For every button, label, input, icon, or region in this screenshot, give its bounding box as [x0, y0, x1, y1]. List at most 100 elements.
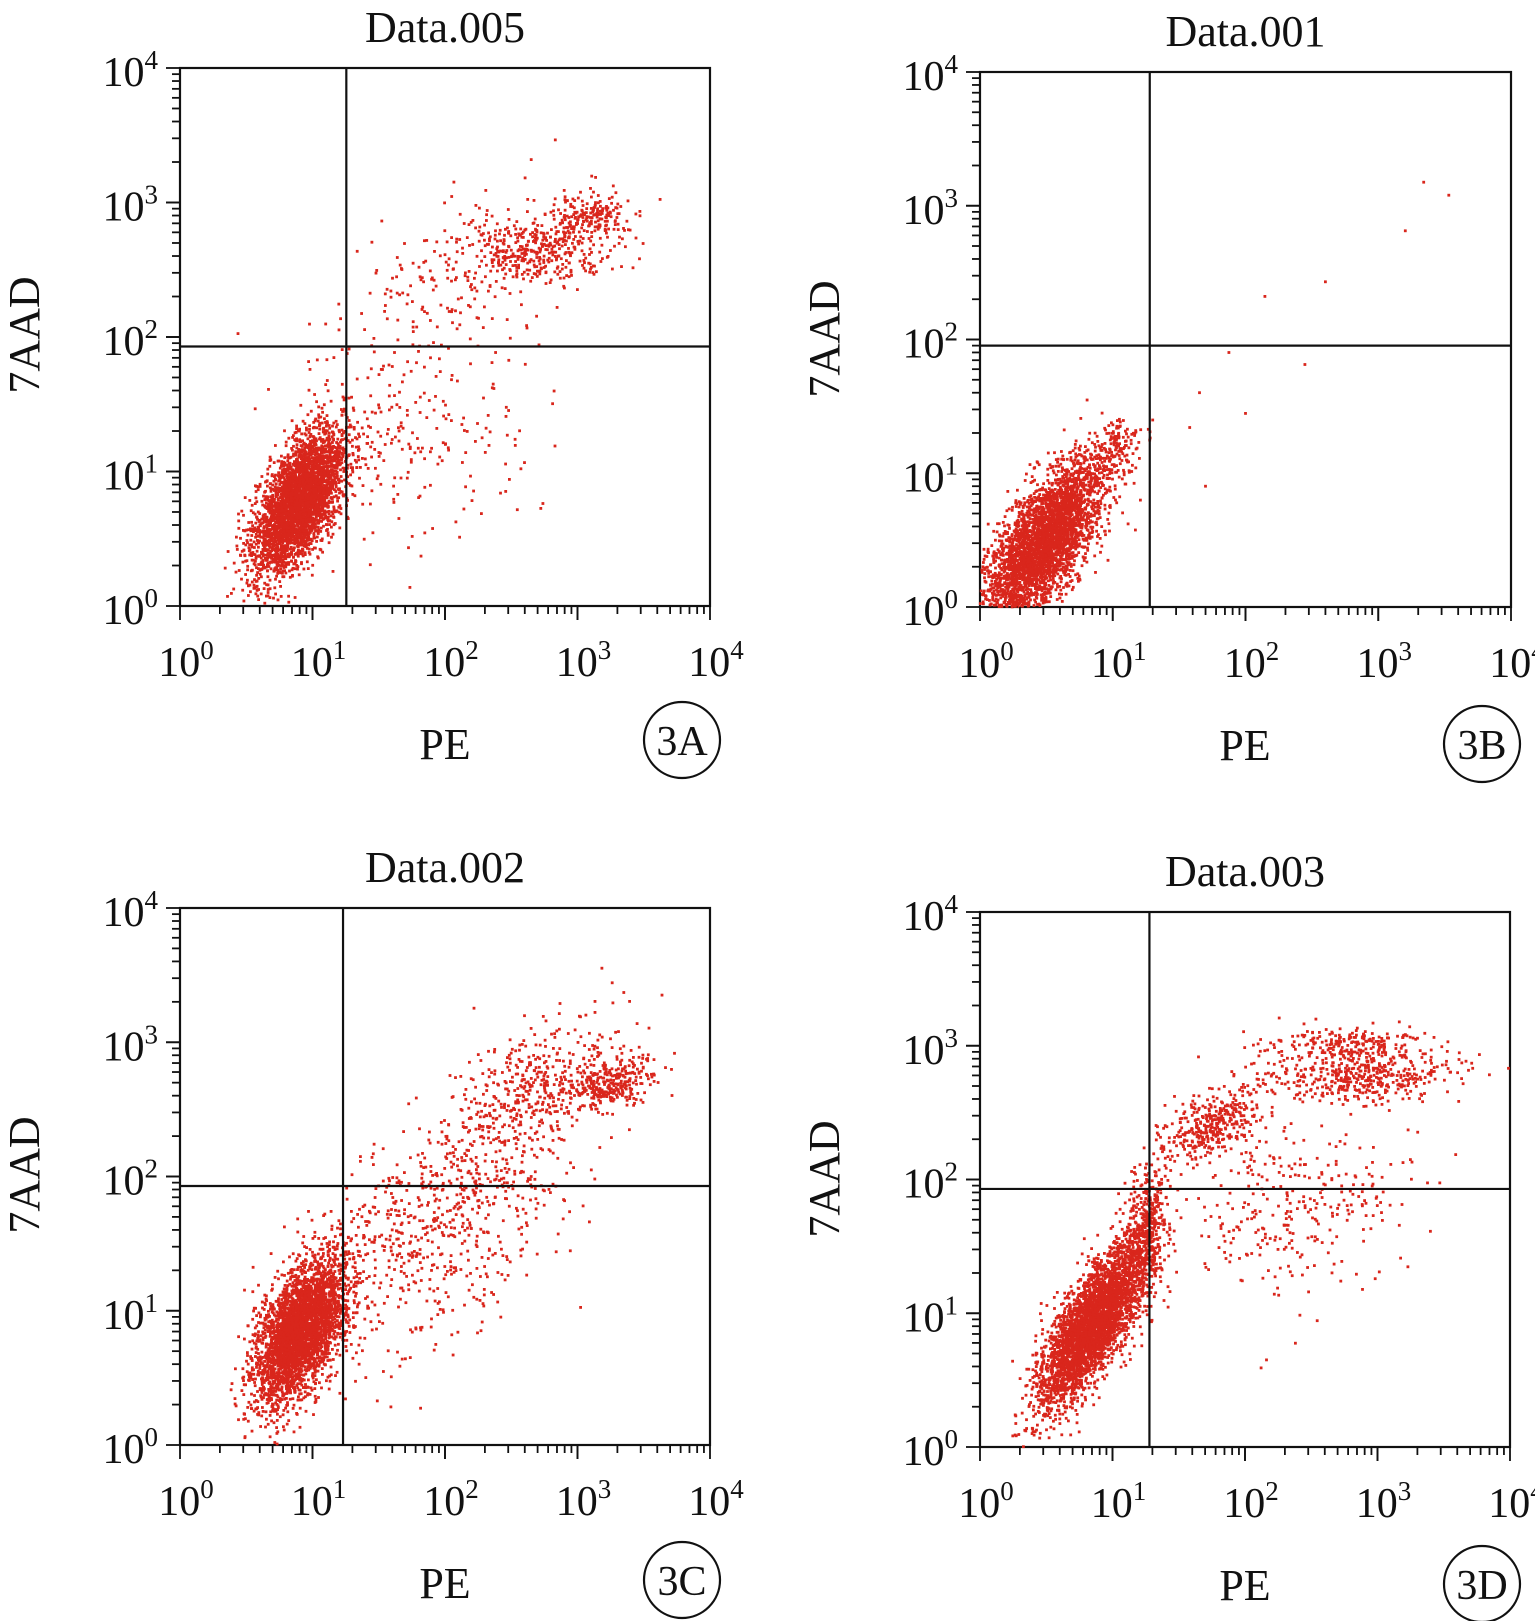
- data-point: [520, 303, 523, 307]
- data-point: [366, 442, 369, 445]
- data-point: [548, 241, 552, 245]
- data-point: [285, 474, 289, 478]
- data-point: [223, 566, 227, 570]
- data-point: [325, 488, 329, 492]
- data-point: [481, 326, 485, 329]
- data-point: [403, 242, 406, 245]
- data-point: [290, 511, 294, 514]
- data-point: [618, 235, 621, 239]
- data-point: [309, 497, 313, 501]
- data-point: [456, 379, 459, 383]
- data-point: [253, 407, 257, 411]
- data-point: [324, 490, 327, 494]
- data-point: [330, 497, 334, 501]
- data-point: [341, 455, 345, 458]
- data-point: [290, 419, 294, 423]
- data-point: [441, 441, 445, 445]
- data-point: [331, 483, 335, 486]
- data-point: [459, 311, 462, 315]
- data-point: [314, 443, 318, 447]
- data-point: [315, 447, 318, 450]
- data-point: [342, 494, 345, 498]
- data-point: [305, 530, 309, 534]
- data-point: [582, 229, 586, 232]
- data-point: [491, 264, 495, 268]
- data-point: [314, 451, 317, 454]
- data-point: [484, 275, 487, 279]
- data-point: [495, 254, 499, 258]
- data-point: [325, 490, 329, 493]
- data-point: [560, 218, 564, 222]
- data-point: [320, 448, 324, 451]
- data-point: [314, 513, 318, 517]
- data-point: [283, 569, 286, 573]
- data-point: [458, 535, 461, 539]
- data-point: [286, 498, 290, 501]
- data-point: [309, 528, 312, 532]
- data-point: [301, 472, 305, 475]
- data-point: [327, 434, 331, 438]
- data-point: [340, 382, 344, 386]
- data-point: [292, 508, 295, 512]
- data-point: [267, 521, 271, 524]
- data-point: [397, 426, 400, 430]
- data-point: [245, 559, 249, 563]
- data-point: [264, 480, 267, 484]
- data-point: [490, 261, 494, 264]
- data-point: [569, 202, 573, 206]
- data-point: [363, 328, 366, 331]
- data-point: [490, 361, 494, 364]
- data-point: [488, 285, 492, 288]
- data-point: [516, 256, 520, 260]
- data-point: [599, 260, 603, 263]
- data-point: [362, 537, 366, 541]
- data-point: [494, 351, 497, 354]
- data-point: [334, 464, 338, 467]
- data-point: [268, 555, 272, 558]
- data-point: [287, 480, 290, 484]
- data-point: [232, 587, 236, 591]
- data-point: [319, 493, 323, 497]
- data-point: [612, 208, 615, 212]
- data-point: [484, 189, 488, 192]
- data-point: [366, 435, 369, 439]
- data-point: [408, 445, 412, 449]
- data-point: [279, 585, 282, 588]
- data-point: [280, 454, 283, 458]
- data-point: [293, 513, 297, 517]
- data-point: [305, 428, 308, 432]
- data-point: [256, 571, 259, 574]
- data-point: [260, 551, 264, 555]
- data-point: [319, 516, 322, 520]
- data-point: [598, 217, 602, 221]
- data-point: [435, 240, 439, 244]
- data-point: [266, 594, 270, 598]
- data-point: [352, 409, 356, 412]
- data-point: [487, 444, 491, 447]
- data-point: [294, 450, 298, 454]
- data-point: [547, 244, 551, 248]
- data-point: [317, 499, 320, 502]
- data-point: [515, 220, 519, 223]
- data-point: [279, 548, 282, 552]
- data-point: [331, 455, 334, 459]
- data-point: [562, 215, 566, 219]
- data-point: [282, 476, 286, 480]
- data-point: [291, 436, 294, 439]
- data-point: [569, 253, 572, 257]
- data-point: [468, 337, 472, 341]
- data-point: [405, 409, 409, 412]
- data-point: [327, 499, 331, 503]
- data-point: [254, 496, 258, 500]
- data-point: [314, 495, 317, 499]
- data-point: [613, 223, 617, 226]
- data-point: [325, 484, 329, 487]
- data-point: [592, 243, 595, 247]
- data-point: [314, 493, 317, 497]
- data-point: [289, 525, 293, 528]
- data-point: [315, 509, 319, 513]
- data-point: [334, 419, 338, 423]
- data-point: [245, 539, 249, 542]
- data-point: [287, 492, 291, 495]
- data-point: [263, 566, 266, 570]
